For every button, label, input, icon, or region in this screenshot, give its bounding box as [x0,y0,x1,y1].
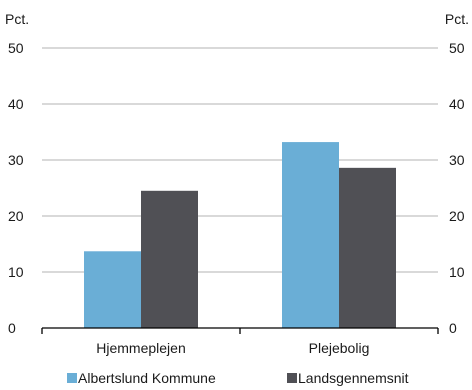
tick-labels: 0 0 10 10 20 20 30 30 40 40 50 50 Hjemmeplejen Plejeb… [8,40,465,356]
legend-swatch-albertslund [67,373,77,383]
y-axis-unit-right: Pct. [445,11,469,27]
y-tick-right-0: 0 [449,320,457,336]
bar-landsgennemsnit-plejebolig [339,167,396,328]
x-tick-label-plejebolig: Plejebolig [309,340,370,356]
bar-albertslund-hjemmeplejen [84,251,141,328]
bar-landsgennemsnit-hjemmeplejen [141,190,198,328]
legend-label-albertslund: Albertslund Kommune [78,370,216,386]
x-tick-label-hjemmeplejen: Hjemmeplejen [96,340,185,356]
legend-swatch-landsgennemsnit [287,373,297,383]
y-tick-left-10: 10 [8,264,24,280]
y-tick-left-50: 50 [8,40,24,56]
axes [41,327,439,334]
y-axis-unit-left: Pct. [5,11,29,27]
bars [84,142,396,328]
y-tick-right-10: 10 [449,264,465,280]
bar-albertslund-plejebolig [282,142,339,328]
y-tick-right-20: 20 [449,208,465,224]
legend: Albertslund Kommune Landsgennemsnit [67,370,409,386]
y-tick-left-30: 30 [8,152,24,168]
y-tick-right-50: 50 [449,40,465,56]
y-tick-right-40: 40 [449,96,465,112]
legend-label-landsgennemsnit: Landsgennemsnit [298,370,409,386]
y-tick-left-0: 0 [8,320,16,336]
y-tick-left-40: 40 [8,96,24,112]
y-tick-right-30: 30 [449,152,465,168]
y-tick-left-20: 20 [8,208,24,224]
